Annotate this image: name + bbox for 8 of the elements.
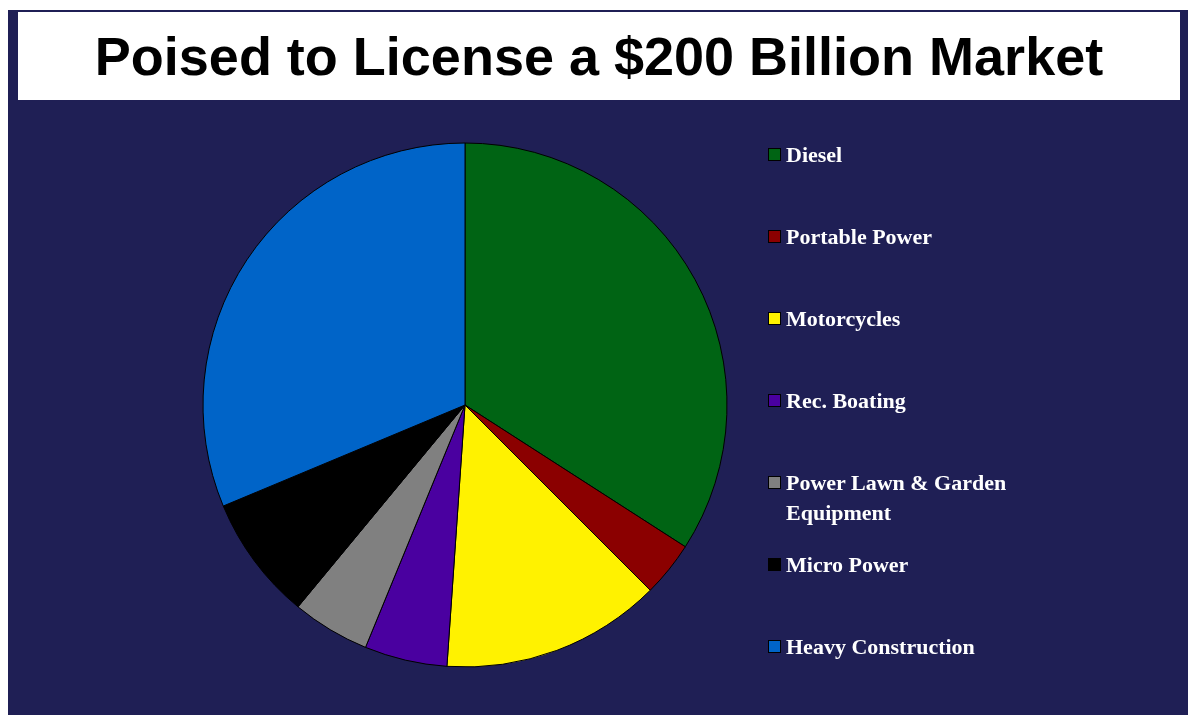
legend-label: Portable Power (786, 223, 933, 251)
legend-label: Motorcycles (786, 305, 902, 333)
legend-label: Heavy Construction (786, 633, 976, 661)
legend-label: Diesel (786, 141, 844, 169)
chart-title: Poised to License a $200 Billion Market (94, 25, 1104, 87)
legend-label: Rec. Boating (786, 387, 907, 415)
legend-label: Power Lawn & Garden Equipment (786, 469, 1008, 527)
legend-label: Micro Power (786, 551, 910, 579)
